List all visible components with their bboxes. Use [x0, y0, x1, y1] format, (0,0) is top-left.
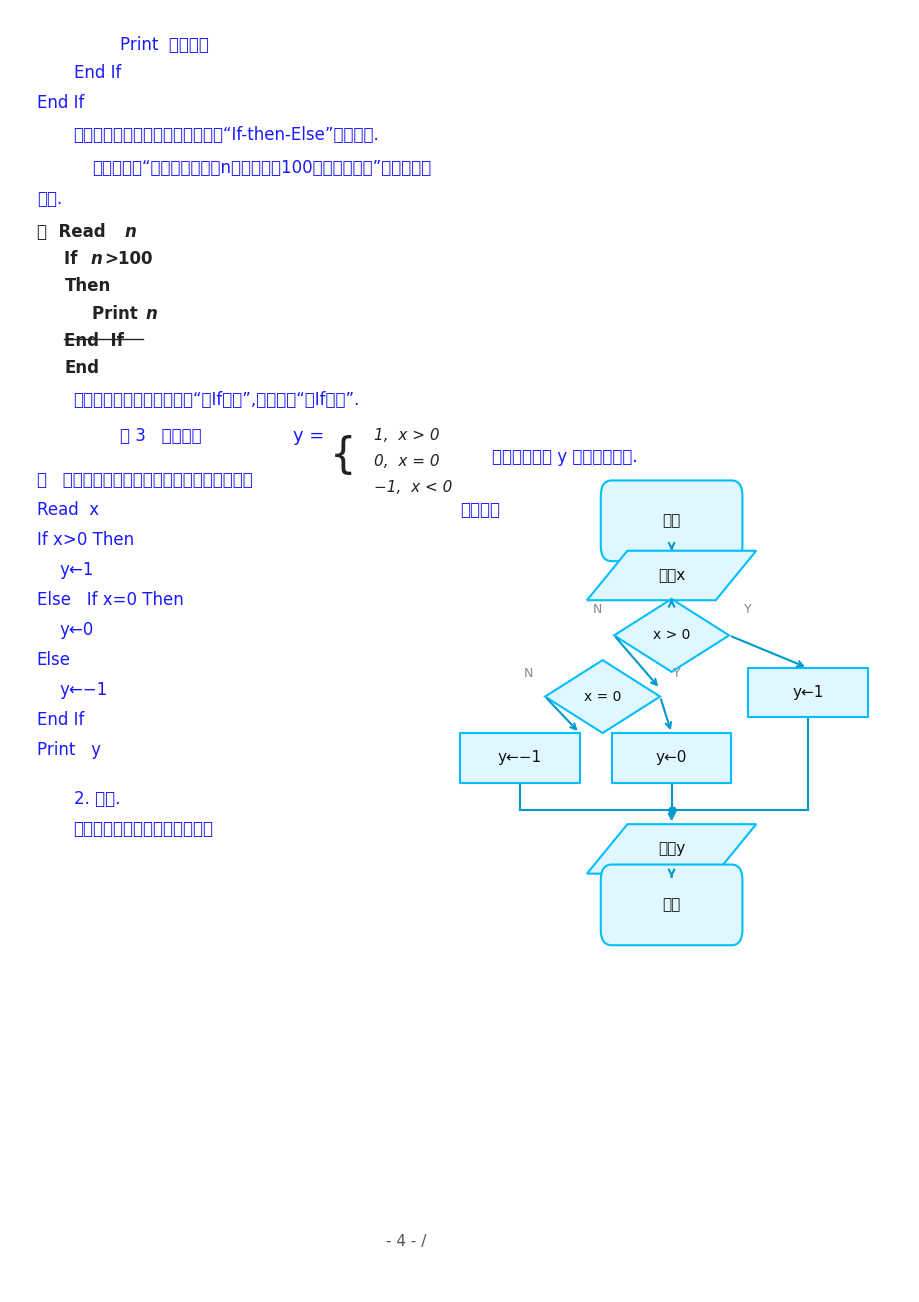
Text: n: n [90, 250, 102, 268]
Text: >100: >100 [104, 250, 153, 268]
Text: x > 0: x > 0 [652, 629, 689, 642]
Text: N: N [523, 667, 533, 680]
Text: Else: Else [37, 651, 71, 669]
Text: 流程图：: 流程图： [460, 501, 499, 519]
Text: n: n [124, 223, 136, 241]
Text: 解   可以用条件语句表示这类分段函数的算法：: 解 可以用条件语句表示这类分段函数的算法： [37, 471, 253, 490]
Text: N: N [592, 603, 602, 616]
Text: 1,  x > 0: 1, x > 0 [373, 428, 438, 444]
Text: End: End [64, 359, 99, 378]
Text: −1,  x < 0: −1, x < 0 [373, 480, 451, 496]
Text: 思考：写出“输入一个正整数n，如果大于100，就将其输出”的算法的伪: 思考：写出“输入一个正整数n，如果大于100，就将其输出”的算法的伪 [92, 159, 431, 177]
Text: 例 3   已知函数: 例 3 已知函数 [119, 427, 206, 445]
Text: y =: y = [292, 427, 323, 445]
FancyBboxPatch shape [747, 668, 867, 717]
Text: y←0: y←0 [655, 750, 686, 766]
Text: Else   If x=0 Then: Else If x=0 Then [37, 591, 184, 609]
Polygon shape [614, 599, 729, 672]
Text: 说明：本题中的条件语句是“行If语句”,前面的是“块If语句”.: 说明：本题中的条件语句是“行If语句”,前面的是“块If语句”. [74, 391, 359, 409]
Text: Read  x: Read x [37, 501, 99, 519]
Text: Print   y: Print y [37, 741, 101, 759]
Text: Then: Then [64, 277, 110, 296]
Text: y←1: y←1 [791, 685, 823, 700]
Text: ，试写出计算 y 值的一个算法.: ，试写出计算 y 值的一个算法. [492, 448, 637, 466]
Text: Print  全票乘车: Print 全票乘车 [119, 36, 209, 55]
Text: Print: Print [92, 305, 149, 323]
Polygon shape [586, 824, 755, 874]
Text: y←−1: y←−1 [497, 750, 541, 766]
FancyBboxPatch shape [460, 733, 579, 783]
Text: 补充：用算法语句表示：输入一: 补充：用算法语句表示：输入一 [74, 820, 213, 838]
Text: 输入x: 输入x [657, 568, 685, 583]
Text: 结束: 结束 [662, 897, 680, 913]
Text: y←1: y←1 [60, 561, 94, 579]
Text: End  If: End If [64, 332, 124, 350]
Text: If: If [64, 250, 89, 268]
Text: y←0: y←0 [60, 621, 94, 639]
Text: 代码.: 代码. [37, 190, 62, 208]
Text: 2. 练习.: 2. 练习. [74, 790, 119, 809]
Text: - 4 - /: - 4 - / [386, 1234, 426, 1250]
Text: Y: Y [743, 603, 751, 616]
FancyBboxPatch shape [611, 733, 731, 783]
Text: x = 0: x = 0 [584, 690, 620, 703]
Text: 开始: 开始 [662, 513, 680, 529]
Text: End If: End If [37, 94, 84, 112]
FancyBboxPatch shape [600, 480, 742, 561]
Polygon shape [586, 551, 755, 600]
Text: {: { [329, 435, 356, 477]
FancyBboxPatch shape [600, 865, 742, 945]
Text: y←−1: y←−1 [60, 681, 108, 699]
Text: Y: Y [672, 667, 680, 680]
Text: If x>0 Then: If x>0 Then [37, 531, 134, 549]
Text: 解  Read: 解 Read [37, 223, 117, 241]
Text: n: n [145, 305, 157, 323]
Text: 输出y: 输出y [657, 841, 685, 857]
Text: 说明：从本例可以看出，条件语句“If-then-Else”可以嵌套.: 说明：从本例可以看出，条件语句“If-then-Else”可以嵌套. [74, 126, 379, 145]
Polygon shape [544, 660, 660, 733]
Text: 0,  x = 0: 0, x = 0 [373, 454, 438, 470]
Text: End If: End If [74, 64, 120, 82]
Text: End If: End If [37, 711, 84, 729]
